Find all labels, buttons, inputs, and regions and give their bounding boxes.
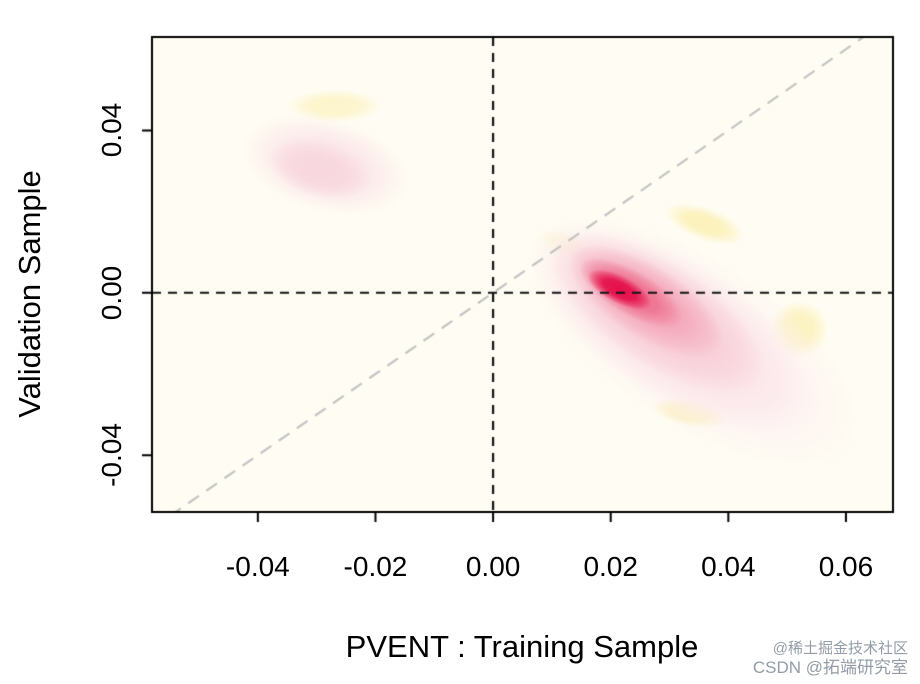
x-tick-label: -0.04 <box>225 551 290 582</box>
x-tick-label: 0.04 <box>701 551 756 582</box>
y-tick-label: 0.00 <box>96 265 127 321</box>
y-tick-label: -0.04 <box>96 423 127 488</box>
x-tick-label: 0.00 <box>465 551 521 582</box>
x-tick-label: -0.02 <box>343 551 408 582</box>
y-axis-label: Validation Sample <box>12 170 47 418</box>
x-axis-label: PVENT : Training Sample <box>345 629 699 664</box>
y-tick-label: 0.04 <box>96 103 127 158</box>
x-tick-label: 0.06 <box>818 551 874 582</box>
x-tick-label: 0.02 <box>583 551 638 582</box>
